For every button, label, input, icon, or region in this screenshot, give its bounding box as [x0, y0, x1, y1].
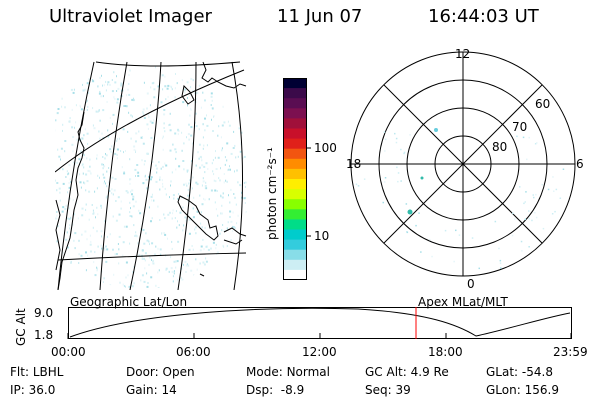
timeline-y-min: 1.8 — [34, 328, 54, 342]
time-label: 16:44:03 UT — [428, 6, 539, 27]
status-ip: IP: 36.0 — [10, 383, 56, 397]
status-gain: Gain: 14 — [126, 383, 177, 397]
parallel-lines — [55, 61, 247, 261]
colorbar-segment — [283, 98, 307, 109]
status-mode: Mode: Normal — [246, 365, 330, 379]
timeline-right-label: Apex MLat/MLT — [418, 295, 508, 309]
colorbar-segment — [283, 128, 307, 140]
geographic-image — [55, 61, 247, 290]
colorbar-segment — [283, 148, 307, 160]
lat-label-60: 60 — [535, 97, 551, 111]
x-tick-1200: 12:00 — [302, 345, 337, 359]
timeline-ticks — [67, 333, 572, 339]
colorbar-segment — [283, 179, 307, 190]
colorbar-segment — [283, 78, 307, 89]
colorbar-segment — [283, 259, 307, 271]
status-flt: Flt: LBHL — [10, 365, 64, 379]
polar-bright-spot — [407, 209, 413, 215]
colorbar-segment — [283, 209, 307, 220]
meridian-lines — [57, 61, 243, 290]
colorbar-tick-100: 100 — [314, 141, 337, 155]
altitude-timeline — [67, 307, 572, 339]
colorbar-segment — [283, 229, 307, 241]
colorbar-tick-10: 10 — [314, 229, 330, 243]
app-title: Ultraviolet Imager — [49, 6, 212, 27]
colorbar-segment — [283, 118, 307, 130]
polar-plot — [350, 51, 576, 277]
lat-label-70: 70 — [512, 120, 528, 134]
mlt-label-18: 18 — [346, 157, 362, 171]
colorbar-segment — [283, 269, 307, 281]
mlt-label-6: 6 — [576, 157, 584, 171]
colorbar — [283, 78, 311, 281]
colorbar-segment — [283, 138, 307, 150]
colorbar-segment — [283, 189, 307, 200]
colorbar-segment — [283, 158, 307, 170]
colorbar-segment — [283, 249, 307, 261]
timeline-y-title: GC Alt — [14, 308, 28, 346]
colorbar-segment — [283, 199, 307, 210]
mlt-label-12: 12 — [455, 47, 471, 61]
status-glon: GLon: 156.9 — [486, 383, 559, 397]
mlt-label-0: 0 — [467, 277, 475, 291]
lat-label-80: 80 — [492, 140, 508, 154]
colorbar-segment — [283, 88, 307, 99]
date-label: 11 Jun 07 — [277, 6, 363, 27]
status-gc-alt: GC Alt: 4.9 Re — [365, 365, 449, 379]
polar-spot-3 — [420, 176, 424, 180]
timeline-y-max: 9.0 — [34, 306, 54, 320]
x-tick-0000: 00:00 — [51, 345, 86, 359]
timeline-left-label: Geographic Lat/Lon — [70, 295, 188, 309]
colorbar-segment — [283, 168, 307, 180]
polar-speckle — [355, 131, 565, 270]
colorbar-segment — [283, 239, 307, 251]
polar-spot-2 — [434, 128, 438, 132]
colorbar-segment — [283, 219, 307, 231]
x-tick-2359: 23:59 — [553, 345, 588, 359]
status-dsp: Dsp: -8.9 — [246, 383, 305, 397]
colorbar-segment — [283, 108, 307, 119]
coastline — [55, 61, 247, 290]
status-seq: Seq: 39 — [365, 383, 411, 397]
x-tick-1800: 18:00 — [428, 345, 463, 359]
x-tick-0600: 06:00 — [176, 345, 211, 359]
colorbar-unit-label: photon cm⁻²s⁻¹ — [265, 147, 279, 240]
polar-diagonal-2 — [383, 84, 543, 244]
status-glat: GLat: -54.8 — [486, 365, 553, 379]
status-door: Door: Open — [126, 365, 195, 379]
